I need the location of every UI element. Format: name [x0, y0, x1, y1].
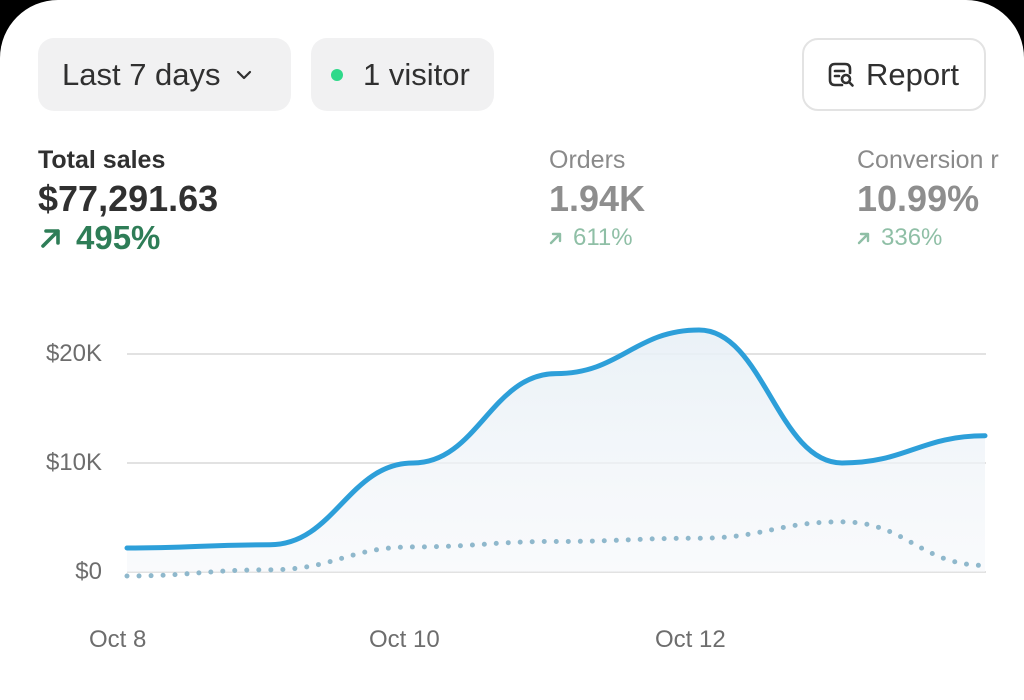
visitors-label: 1 visitor: [363, 56, 470, 92]
arrow-up-right-icon: [549, 232, 562, 245]
current-period-area: [127, 330, 985, 572]
report-search-icon: [828, 62, 854, 87]
x-tick-label: Oct 12: [655, 626, 726, 653]
metric-delta: 336%: [857, 221, 999, 255]
metric-value: 1.94K: [549, 178, 646, 219]
metric-delta: 611%: [549, 221, 645, 255]
x-tick-label: Oct 10: [369, 626, 440, 653]
arrow-up-right-icon: [857, 232, 870, 245]
metric-delta-value: 495%: [76, 219, 161, 256]
metric-delta-value: 336%: [881, 224, 943, 251]
metric-label: Orders: [549, 146, 626, 174]
arrow-up-right-icon: [41, 229, 60, 248]
report-button[interactable]: Report: [802, 38, 986, 111]
date-range-label: Last 7 days: [62, 56, 221, 92]
metric-value: $77,291.63: [38, 178, 219, 219]
current-period-line: [124, 327, 988, 551]
live-status-dot-icon: [331, 68, 343, 81]
metric-total-sales[interactable]: Total sales $77,291.63 495%: [38, 145, 218, 255]
previous-period-line: [124, 519, 988, 579]
y-tick-label: $0: [75, 558, 102, 585]
metric-label: Conversion r: [857, 146, 999, 174]
y-tick-label: $10K: [45, 449, 102, 476]
sales-line-chart[interactable]: [0, 0, 1024, 683]
metric-delta: 495%: [38, 221, 218, 255]
chevron-down-icon: [236, 70, 251, 79]
report-label: Report: [866, 56, 960, 92]
date-range-dropdown[interactable]: Last 7 days: [38, 38, 291, 111]
metric-orders[interactable]: Orders 1.94K 611%: [549, 145, 645, 255]
y-tick-label: $20K: [45, 340, 102, 367]
x-tick-label: Oct 8: [89, 626, 147, 653]
metric-delta-value: 611%: [573, 224, 633, 251]
live-visitors-badge[interactable]: 1 visitor: [311, 38, 494, 111]
metric-conversion-rate[interactable]: Conversion r 10.99% 336%: [857, 145, 999, 255]
metric-value: 10.99%: [857, 178, 980, 219]
metric-label: Total sales: [38, 146, 166, 174]
